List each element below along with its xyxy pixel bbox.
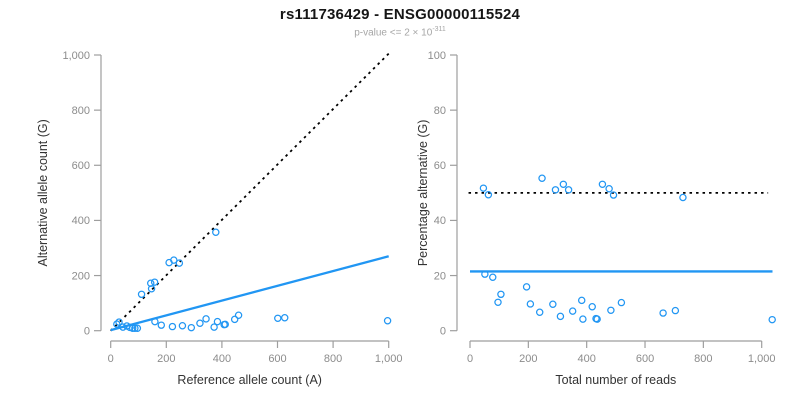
data-point [671,306,680,315]
identity-line [110,52,390,332]
allelic-ratio-line [110,255,389,332]
y-tick-label: 1,000 [62,50,90,62]
figure-subtitle: p-value <= 2 × 10-311 [0,26,800,38]
x-tick-label: 1,000 [748,353,776,365]
data-point [484,191,493,199]
y-tick-label: 100 [428,50,446,62]
allele-count-scatter-panel: 0 200 400 600 800 1,000 0 200 400 600 800 1,000 Refe… [36,50,402,387]
data-point [281,314,289,322]
data-point [175,259,184,267]
data-point [768,315,776,324]
data-point [119,323,127,331]
data-point [230,315,239,324]
data-point [210,323,218,331]
data-point [605,184,613,193]
data-point [137,290,146,299]
data-point [196,319,204,327]
data-point [522,283,531,291]
data-point [234,311,243,319]
data-point [556,312,565,321]
data-point [113,320,121,328]
data-point [659,309,667,317]
y-tick-label: 60 [434,160,446,172]
data-point [494,298,502,307]
y-tick-label: 20 [434,270,446,282]
data-point [168,322,177,331]
data-point [202,315,210,323]
data-point [497,290,505,299]
x-tick-label: 800 [694,353,712,365]
data-point [526,300,535,308]
data-point [212,228,220,237]
y-tick-label: 600 [72,160,90,172]
data-point [577,296,586,305]
data-point [679,193,687,202]
data-point [213,317,222,326]
data-point [150,278,159,286]
data-point [131,324,139,332]
y-tick-label: 0 [84,326,90,338]
x-tick-label: 200 [157,353,175,365]
figure-title: rs111736429 - ENSG00000115524 [279,6,521,23]
data-point [607,306,615,315]
pvalue-text: p-value <= 2 × 10 [354,27,433,39]
data-point [115,318,123,326]
x-tick-label: 400 [578,353,596,365]
data-point [579,315,587,323]
percentage-scatter-panel: 0 20 40 60 80 100 0 200 400 600 800 1,000 Total numb… [416,50,776,387]
data-point [617,298,626,307]
x-tick-label: 600 [268,353,286,365]
y-tick-label: 40 [434,215,446,227]
data-point [157,321,166,329]
data-point [274,314,282,323]
data-point [568,307,577,315]
data-point [489,273,497,281]
data-point [551,186,560,194]
data-point [147,279,155,288]
y-tick-label: 80 [434,105,446,117]
data-point [564,186,573,194]
y-tick-label: 800 [72,105,90,117]
data-point [535,308,544,316]
y-tick-label: 200 [72,270,90,282]
data-point [133,324,142,332]
data-point [559,180,568,189]
data-point [538,174,546,182]
x-tick-label: 0 [108,353,114,365]
data-point [593,315,601,323]
x-axis-title: Reference allele count (A) [177,373,322,387]
data-point [151,317,159,326]
x-tick-label: 800 [324,353,342,365]
y-axis-title: Percentage alternative (G) [416,120,430,267]
data-point [609,191,618,199]
data-point [128,324,137,332]
data-point [187,323,196,332]
y-axis-title: Alternative allele count (G) [36,119,50,266]
data-point [170,256,178,264]
x-tick-label: 600 [636,353,654,365]
data-point [481,270,489,278]
x-axis-title: Total number of reads [555,373,676,387]
data-point [588,302,596,311]
x-tick-label: 0 [467,353,473,365]
data-point [479,184,488,192]
x-tick-label: 400 [213,353,231,365]
data-point [549,300,557,308]
data-point [221,320,229,329]
data-point [178,322,187,330]
y-tick-label: 0 [440,326,446,338]
x-tick-label: 200 [519,353,537,365]
x-tick-label: 1,000 [375,353,403,365]
data-point [383,317,392,325]
y-tick-label: 400 [72,215,90,227]
data-point [598,180,607,189]
pvalue-exponent: -311 [432,26,446,33]
